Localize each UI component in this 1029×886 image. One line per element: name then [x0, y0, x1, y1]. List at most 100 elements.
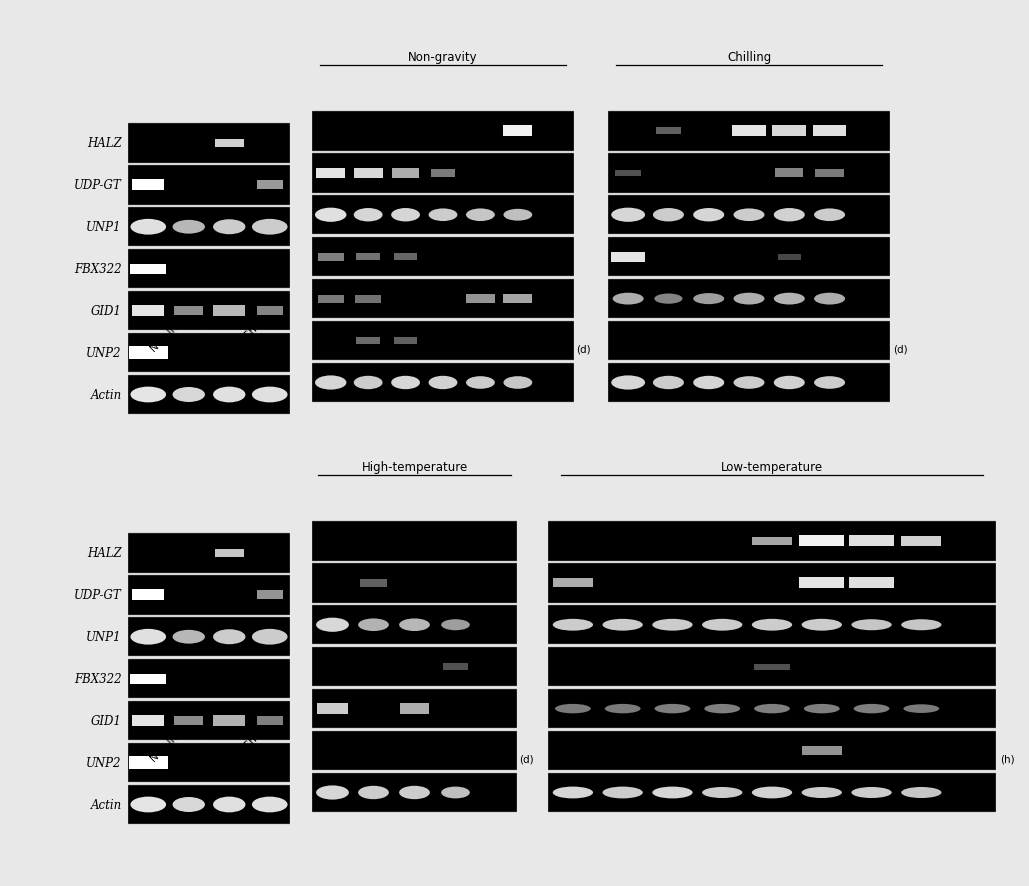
Text: 10: 10 [823, 345, 837, 354]
Text: IB4: IB4 [270, 743, 289, 762]
Text: 24: 24 [815, 754, 828, 764]
Ellipse shape [173, 221, 205, 235]
Ellipse shape [173, 797, 205, 812]
Ellipse shape [851, 787, 892, 798]
Bar [356, 338, 380, 345]
Bar [128, 291, 290, 331]
Ellipse shape [466, 377, 495, 389]
Bar [608, 237, 890, 277]
Bar [128, 533, 290, 573]
Text: UDP-GT: UDP-GT [74, 588, 121, 602]
Bar [754, 664, 790, 670]
Bar [503, 126, 532, 137]
Ellipse shape [315, 208, 347, 222]
Text: Non-Irr: Non-Irr [148, 320, 181, 353]
Ellipse shape [802, 619, 842, 631]
Text: GA2: GA2 [188, 330, 211, 353]
Bar [312, 280, 574, 319]
Text: 10: 10 [548, 345, 562, 354]
Text: CR-Ch: CR-Ch [229, 733, 259, 762]
Ellipse shape [694, 294, 724, 305]
Ellipse shape [555, 704, 591, 713]
Text: 1: 1 [619, 754, 626, 764]
Ellipse shape [901, 619, 942, 631]
Bar [503, 294, 532, 304]
Bar [553, 579, 593, 587]
Bar [215, 139, 244, 148]
Bar [317, 703, 348, 714]
Bar [312, 689, 517, 728]
Ellipse shape [358, 786, 389, 799]
Bar [132, 589, 165, 601]
Text: UDP-GT: UDP-GT [74, 179, 121, 192]
Text: High-temperature: High-temperature [361, 460, 467, 473]
Ellipse shape [131, 629, 166, 645]
Ellipse shape [252, 220, 287, 236]
Bar [312, 731, 517, 771]
Ellipse shape [694, 377, 724, 390]
Bar [312, 647, 517, 687]
Ellipse shape [654, 704, 690, 713]
Ellipse shape [553, 787, 593, 798]
Bar [131, 673, 166, 684]
Text: (h): (h) [1000, 754, 1015, 764]
Bar [548, 731, 996, 771]
Ellipse shape [503, 210, 532, 222]
Text: UNP2: UNP2 [86, 346, 121, 360]
Bar [128, 250, 290, 289]
Bar [400, 703, 429, 714]
Ellipse shape [611, 376, 645, 390]
Text: Non-gravity: Non-gravity [409, 51, 477, 64]
Text: Actin: Actin [91, 389, 121, 401]
Ellipse shape [702, 619, 742, 631]
Text: 72: 72 [915, 754, 928, 764]
Bar [129, 346, 168, 360]
Text: GA2: GA2 [188, 740, 211, 762]
Ellipse shape [854, 704, 889, 713]
Text: 0: 0 [625, 345, 632, 354]
Ellipse shape [611, 208, 645, 222]
Bar [312, 237, 574, 277]
Ellipse shape [213, 630, 246, 644]
Bar [257, 307, 283, 315]
Text: Non-Irr: Non-Irr [148, 730, 181, 762]
Bar [128, 124, 290, 163]
Text: IB4: IB4 [270, 334, 289, 353]
Ellipse shape [752, 787, 792, 798]
Ellipse shape [734, 293, 765, 305]
Bar [257, 591, 283, 600]
Bar [312, 773, 517, 812]
Text: 1: 1 [665, 345, 672, 354]
Ellipse shape [652, 787, 693, 798]
Ellipse shape [358, 618, 389, 632]
Ellipse shape [903, 704, 939, 713]
Ellipse shape [399, 618, 430, 632]
Ellipse shape [704, 704, 740, 713]
Bar [356, 253, 380, 261]
Bar [901, 536, 942, 547]
Ellipse shape [391, 209, 420, 222]
Bar [815, 169, 844, 177]
Bar [800, 536, 844, 547]
Ellipse shape [553, 619, 593, 631]
Bar [849, 536, 894, 547]
Text: 1: 1 [412, 754, 418, 764]
Bar [608, 280, 890, 319]
Bar [128, 743, 290, 782]
Bar [394, 338, 418, 345]
Bar [800, 578, 844, 588]
Text: 0: 0 [327, 345, 334, 354]
Ellipse shape [252, 797, 287, 812]
Bar [128, 166, 290, 206]
Bar [548, 647, 996, 687]
Text: 10: 10 [863, 345, 877, 354]
Ellipse shape [173, 630, 205, 644]
Ellipse shape [652, 619, 693, 631]
Text: 12: 12 [766, 754, 779, 764]
Ellipse shape [754, 704, 790, 713]
Bar [778, 254, 801, 260]
Ellipse shape [213, 220, 246, 235]
Ellipse shape [131, 220, 166, 236]
Text: 5: 5 [439, 345, 447, 354]
Ellipse shape [131, 387, 166, 403]
